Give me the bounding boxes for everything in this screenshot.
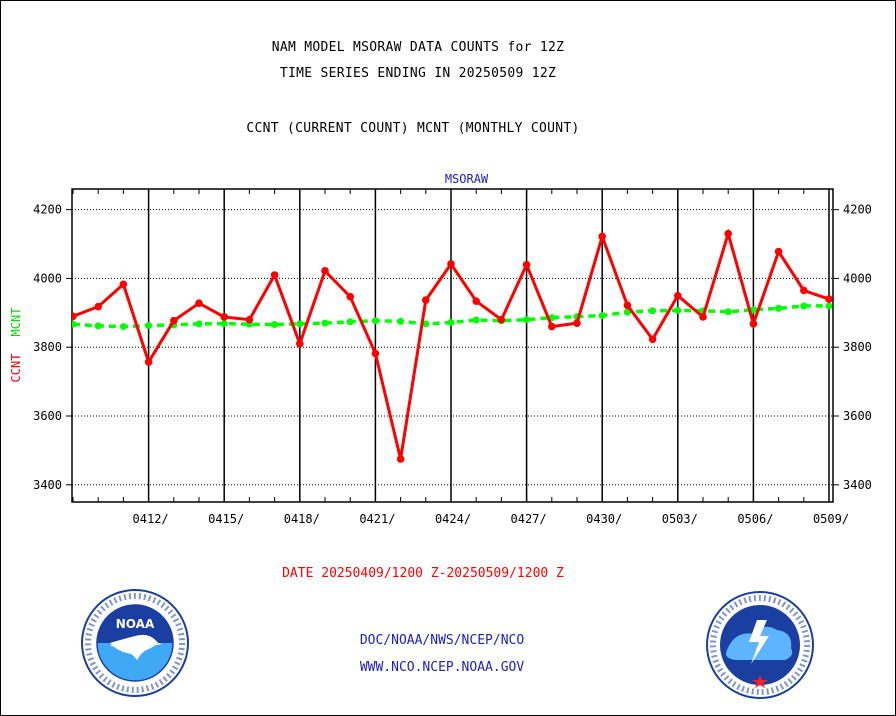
- data-point-ccnt: [72, 312, 77, 321]
- y-tick-label-right: 3800: [843, 340, 872, 354]
- data-point-ccnt: [497, 315, 506, 324]
- y-axis-label-mcnt: MCNT: [9, 308, 23, 337]
- data-point-ccnt: [749, 320, 758, 328]
- svg-text:NOAA: NOAA: [116, 617, 155, 631]
- y-tick-label-left: 3600: [33, 409, 62, 423]
- data-point-mcnt: [321, 319, 329, 327]
- data-point-mcnt: [296, 320, 304, 328]
- chart-subtitle: CCNT (CURRENT COUNT) MCNT (MONTHLY COUNT…: [246, 121, 580, 136]
- data-point-ccnt: [422, 296, 430, 304]
- data-point-ccnt: [774, 247, 783, 256]
- data-point-mcnt: [397, 317, 405, 325]
- data-point-ccnt: [447, 260, 455, 268]
- data-point-ccnt: [825, 295, 833, 303]
- nws-logo: [706, 591, 814, 699]
- data-point-ccnt: [699, 313, 707, 321]
- data-point-ccnt: [674, 291, 682, 300]
- chart-title-line2: TIME SERIES ENDING IN 20250509 12Z: [279, 66, 557, 81]
- footer-org-path: DOC/NOAA/NWS/NCEP/NCO: [359, 633, 525, 648]
- data-point-mcnt: [523, 316, 531, 324]
- data-point-ccnt: [396, 455, 405, 463]
- data-point-mcnt: [800, 302, 808, 310]
- data-point-ccnt: [472, 297, 481, 305]
- data-point-mcnt: [825, 302, 833, 310]
- data-point-ccnt: [245, 315, 254, 324]
- y-tick-label-left: 3400: [33, 478, 62, 492]
- data-point-mcnt: [346, 318, 354, 326]
- data-point-mcnt: [649, 307, 657, 315]
- data-point-ccnt: [598, 232, 606, 241]
- y-axis-label-ccnt: CCNT: [9, 354, 23, 383]
- data-point-ccnt: [296, 339, 304, 348]
- data-point-mcnt: [447, 318, 455, 326]
- data-point-ccnt: [648, 335, 657, 344]
- data-point-mcnt: [119, 323, 127, 331]
- x-tick-label: 0503/: [662, 512, 698, 526]
- data-point-ccnt: [170, 316, 178, 325]
- data-point-mcnt: [422, 320, 430, 328]
- footer-website: WWW.NCO.NCEP.NOAA.GOV: [359, 660, 525, 675]
- y-tick-label-left: 3800: [33, 340, 62, 354]
- x-tick-label: 0418/: [284, 512, 320, 526]
- data-point-mcnt: [472, 316, 480, 324]
- data-point-ccnt: [800, 286, 808, 295]
- x-tick-label: 0506/: [737, 512, 773, 526]
- y-tick-label-left: 4200: [33, 203, 62, 217]
- date-range-label: DATE 20250409/1200 Z-20250509/1200 Z: [282, 566, 564, 581]
- data-point-mcnt: [371, 317, 379, 325]
- x-tick-label: 0509/: [813, 512, 849, 526]
- data-point-mcnt: [94, 322, 102, 330]
- data-point-mcnt: [145, 322, 153, 330]
- data-point-ccnt: [119, 280, 128, 289]
- data-point-ccnt: [346, 292, 355, 301]
- data-point-mcnt: [623, 308, 631, 316]
- data-point-ccnt: [220, 313, 228, 321]
- data-point-mcnt: [775, 304, 783, 312]
- plot-title: MSORAW: [445, 172, 489, 186]
- data-point-ccnt: [144, 358, 153, 366]
- data-point-mcnt: [72, 320, 77, 328]
- data-point-mcnt: [749, 306, 757, 314]
- chart-title-line1: NAM MODEL MSORAW DATA COUNTS for 12Z: [271, 40, 565, 55]
- data-point-ccnt: [724, 229, 732, 238]
- data-point-ccnt: [195, 299, 203, 307]
- data-point-mcnt: [220, 319, 228, 327]
- data-point-mcnt: [195, 320, 203, 328]
- y-tick-label-right: 4200: [843, 203, 872, 217]
- data-point-mcnt: [271, 321, 279, 329]
- data-point-mcnt: [674, 306, 682, 314]
- x-tick-label: 0421/: [359, 512, 395, 526]
- data-point-ccnt: [548, 322, 556, 331]
- y-tick-label-right: 4000: [843, 271, 872, 285]
- data-point-mcnt: [724, 308, 732, 316]
- plot-area-border: [71, 188, 834, 503]
- data-point-mcnt: [598, 312, 606, 320]
- y-tick-label-right: 3400: [843, 478, 872, 492]
- y-tick-label-right: 3600: [843, 409, 872, 423]
- y-tick-label-left: 4000: [33, 271, 62, 285]
- data-point-ccnt: [371, 349, 380, 358]
- data-point-ccnt: [321, 267, 329, 275]
- data-point-ccnt: [270, 271, 279, 279]
- x-tick-label: 0427/: [511, 512, 547, 526]
- data-point-ccnt: [573, 319, 581, 327]
- x-tick-label: 0415/: [208, 512, 244, 526]
- noaa-logo: NOAA: [81, 589, 189, 697]
- x-tick-label: 0412/: [133, 512, 169, 526]
- data-point-ccnt: [522, 260, 531, 269]
- x-tick-label: 0430/: [586, 512, 622, 526]
- data-point-ccnt: [623, 301, 632, 310]
- data-point-ccnt: [94, 302, 102, 311]
- x-tick-label: 0424/: [435, 512, 471, 526]
